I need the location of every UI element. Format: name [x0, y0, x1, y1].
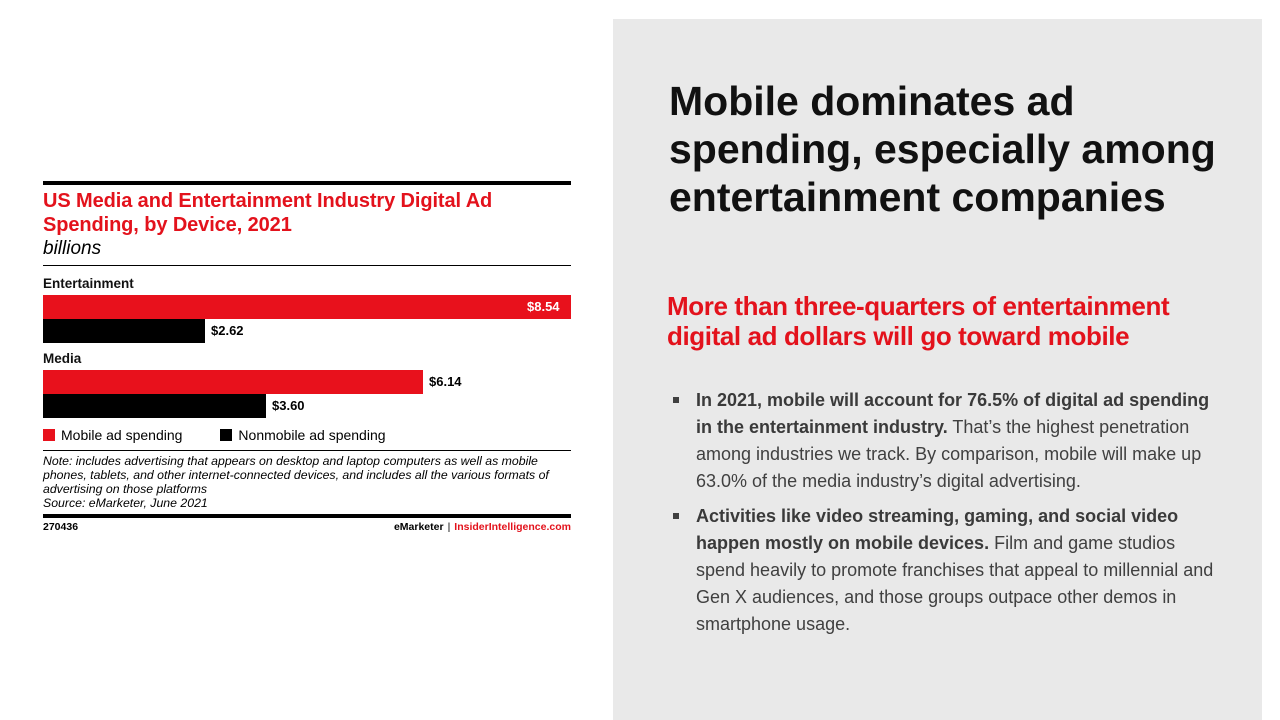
value-label-media-nonmobile: $3.60 [272, 398, 305, 413]
value-label-media-mobile: $6.14 [429, 374, 462, 389]
chart-id: 270436 [43, 521, 79, 533]
value-label-entertainment-mobile: $8.54 [527, 299, 560, 314]
slide-headline: Mobile dominates ad spending, especially… [669, 78, 1216, 220]
plot-area: Entertainment $8.54 $2.62 Media $6.14 $3… [43, 266, 571, 450]
bullet-bold: Activities like video streaming, gaming,… [696, 506, 1179, 553]
category-label-entertainment: Entertainment [43, 276, 134, 291]
bar-row-entertainment-mobile: $8.54 [43, 295, 571, 319]
chart-subtitle: billions [43, 238, 102, 259]
footer-separator: | [447, 521, 451, 533]
chart-card: US Media and Entertainment Industry Digi… [43, 181, 571, 534]
bar-row-entertainment-nonmobile: $2.62 [43, 319, 571, 343]
footer-credits: eMarketer | InsiderIntelligence.com [394, 521, 571, 534]
chart-note: Note: includes advertising that appears … [43, 451, 571, 514]
legend-swatch-nonmobile [220, 429, 233, 441]
category-label-media: Media [43, 351, 82, 366]
slide-subhead: More than three-quarters of entertainmen… [667, 291, 1170, 351]
brand-emarketer: eMarketer [393, 521, 444, 533]
bar-entertainment-mobile [43, 295, 571, 319]
bullet-bold: In 2021, mobile will account for 76.5% o… [696, 390, 1210, 437]
bullet-text: That’s the highest penetration among ind… [696, 417, 1202, 491]
bar-media-nonmobile [43, 394, 266, 418]
legend: Mobile ad spending Nonmobile ad spending [43, 426, 571, 450]
top-rule [43, 181, 571, 185]
legend-label-mobile: Mobile ad spending [61, 427, 183, 443]
legend-item-mobile: Mobile ad spending [43, 426, 182, 444]
chart-footer: 270436 eMarketer | InsiderIntelligence.com [43, 518, 571, 534]
bottom-rule [43, 514, 571, 518]
bullet-list: In 2021, mobile will account for 76.5% o… [673, 387, 1223, 646]
bullet-text: Film and game studios spend heavily to p… [696, 533, 1214, 634]
chart-title: US Media and Entertainment Industry Digi… [43, 190, 493, 236]
legend-swatch-mobile [43, 429, 55, 441]
legend-label-nonmobile: Nonmobile ad spending [238, 427, 386, 443]
text-panel: Mobile dominates ad spending, especially… [613, 19, 1262, 720]
bar-row-media-mobile: $6.14 [43, 370, 571, 394]
bullet-item: In 2021, mobile will account for 76.5% o… [673, 387, 1223, 495]
category-group-entertainment: Entertainment $8.54 $2.62 [43, 276, 571, 343]
bar-row-media-nonmobile: $3.60 [43, 394, 571, 418]
site-link[interactable]: InsiderIntelligence.com [454, 521, 571, 533]
value-label-entertainment-nonmobile: $2.62 [211, 323, 244, 338]
title-rule [43, 265, 571, 266]
bar-entertainment-nonmobile [43, 319, 205, 343]
bar-media-mobile [43, 370, 423, 394]
bullet-item: Activities like video streaming, gaming,… [673, 503, 1223, 638]
square-bullet-icon [673, 513, 679, 519]
legend-item-nonmobile: Nonmobile ad spending [220, 426, 386, 444]
source-text: Source: eMarketer, June 2021 [43, 496, 208, 510]
category-group-media: Media $6.14 $3.60 [43, 351, 571, 418]
note-rule [43, 450, 571, 451]
square-bullet-icon [673, 397, 679, 403]
note-text: Note: includes advertising that appears … [43, 454, 549, 496]
